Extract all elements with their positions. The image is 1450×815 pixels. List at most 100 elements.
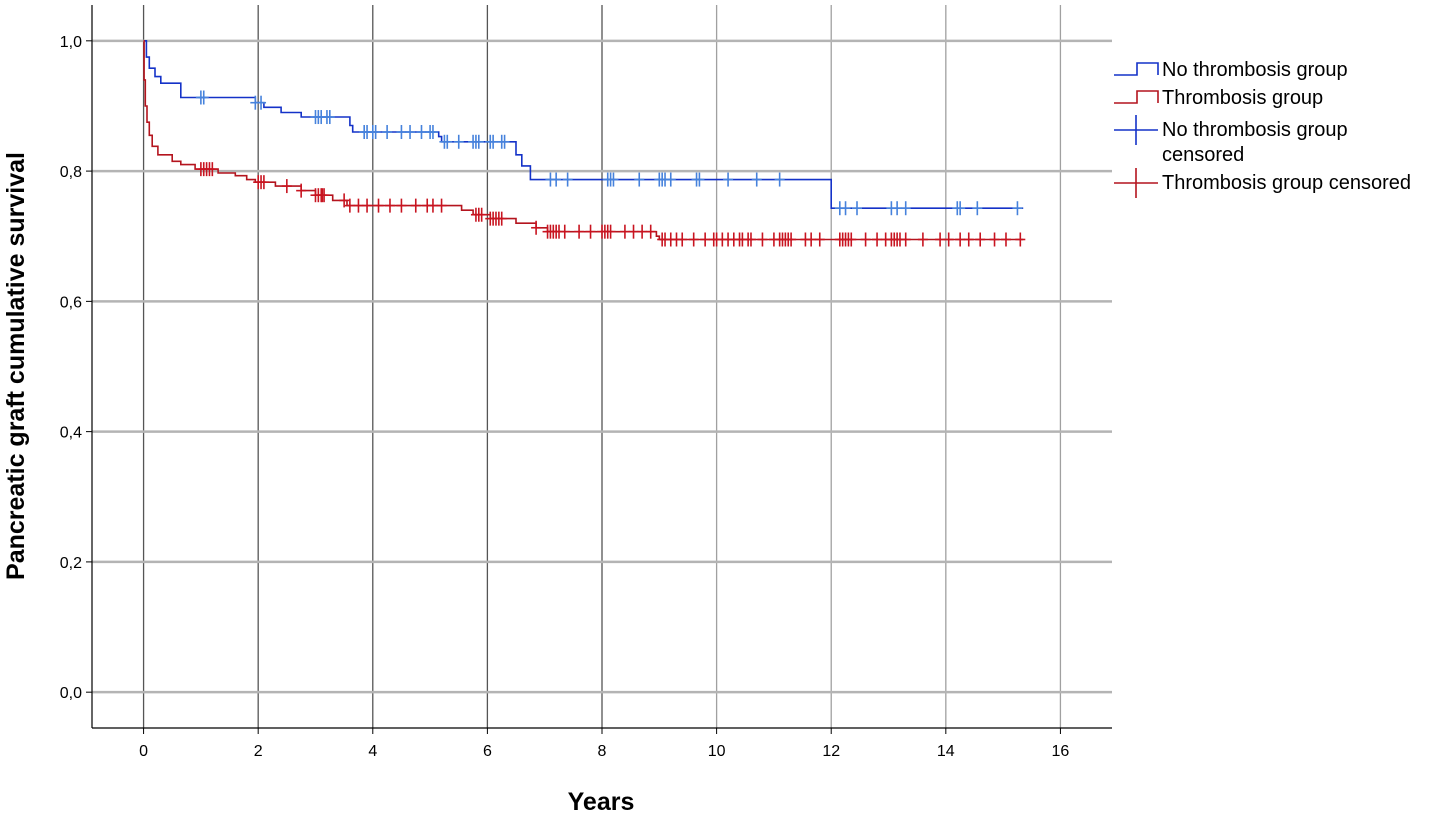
censor-mark [846,232,857,247]
censor-mark [324,110,335,125]
x-tick-label: 4 [368,743,377,760]
x-tick-label: 16 [1052,743,1070,760]
censor-mark [814,232,825,247]
censor-mark [258,175,269,190]
censor-mark [1015,232,1026,247]
series-thrombosis [143,40,1026,247]
censor-mark [574,224,585,239]
legend-step-symbol [1114,62,1159,76]
censor-mark [499,134,510,149]
y-axis-title: Pancreatic graft cumulative survival [2,152,30,580]
x-tick-label: 6 [483,743,492,760]
censor-mark [353,198,364,213]
censor-mark [1012,201,1023,216]
censor-mark [362,198,373,213]
censor-mark [634,172,645,187]
legend-label: Thrombosis group [1162,87,1323,109]
censor-mark [677,232,688,247]
censor-mark [370,125,381,140]
y-tick-label: 0,0 [60,685,82,702]
legend-cross-symbol [1114,115,1158,145]
censor-mark [619,224,630,239]
censor-mark [562,172,573,187]
censor-mark [608,172,619,187]
y-axis-ticks: 0,0 0,2 0,4 0,6 0,8 1,0 [60,34,92,702]
censor-mark [256,95,267,110]
censor-mark [382,125,393,140]
horizontal-gridlines [92,39,1112,694]
censor-mark [436,198,447,213]
censor-mark [745,232,756,247]
legend-label: No thrombosis group [1162,59,1348,81]
survival-step-line [143,40,1024,209]
censor-mark [551,172,562,187]
censor-mark [605,224,616,239]
censor-mark [989,232,1000,247]
x-axis-ticks: 0 2 4 6 8 10 12 14 16 [139,728,1069,760]
legend-step-symbol [1114,90,1159,104]
censor-mark [665,172,676,187]
censor-mark [900,232,911,247]
censor-mark [427,198,438,213]
legend-item: No thrombosis group [1114,59,1348,81]
censor-mark [628,224,639,239]
censor-mark [700,232,711,247]
x-tick-label: 8 [598,743,607,760]
censor-mark [892,201,903,216]
censor-mark [774,172,785,187]
censor-mark [975,232,986,247]
censor-mark [872,232,883,247]
legend-label-line2: censored [1162,144,1244,166]
censor-mark [972,201,983,216]
series-layer [143,40,1026,247]
censor-mark [416,125,427,140]
censor-mark [410,198,421,213]
legend-cross-symbol [1114,168,1158,198]
censor-mark [585,224,596,239]
censor-mark [496,211,507,226]
x-tick-label: 12 [822,743,840,760]
legend-item: Thrombosis group [1114,87,1323,109]
legend-item: No thrombosis group censored [1114,115,1348,166]
censor-mark [645,224,656,239]
censor-mark [786,232,797,247]
censor-mark [955,232,966,247]
y-tick-label: 0,4 [60,425,82,442]
y-tick-label: 0,8 [60,164,82,181]
y-tick-label: 1,0 [60,34,82,51]
series-no-thrombosis [143,40,1024,216]
censor-mark [806,232,817,247]
legend-item: Thrombosis group censored [1114,168,1411,198]
x-tick-label: 14 [937,743,955,760]
censor-mark [427,125,438,140]
y-tick-label: 0,2 [60,555,82,572]
legend: No thrombosis group Thrombosis group No t… [1114,59,1411,198]
x-tick-label: 2 [254,743,263,760]
censor-mark [955,201,966,216]
censor-mark [281,179,292,194]
censor-mark [1000,232,1011,247]
legend-label: Thrombosis group censored [1162,172,1411,194]
censor-mark [900,201,911,216]
x-tick-label: 10 [708,743,726,760]
censor-mark [207,162,218,177]
x-tick-label: 0 [139,743,148,760]
censor-mark [488,134,499,149]
censor-mark [559,224,570,239]
censor-mark [344,198,355,213]
x-axis-title: Years [568,788,635,815]
censor-mark [840,201,851,216]
censor-mark [688,232,699,247]
censor-mark [384,198,395,213]
censor-mark [917,232,928,247]
censor-mark [396,198,407,213]
censor-mark [694,172,705,187]
censor-mark [405,125,416,140]
censor-mark [852,201,862,216]
censor-mark [963,232,974,247]
censor-mark [296,183,307,198]
censor-mark [751,172,762,187]
censor-mark [637,224,648,239]
censor-mark [319,188,330,203]
